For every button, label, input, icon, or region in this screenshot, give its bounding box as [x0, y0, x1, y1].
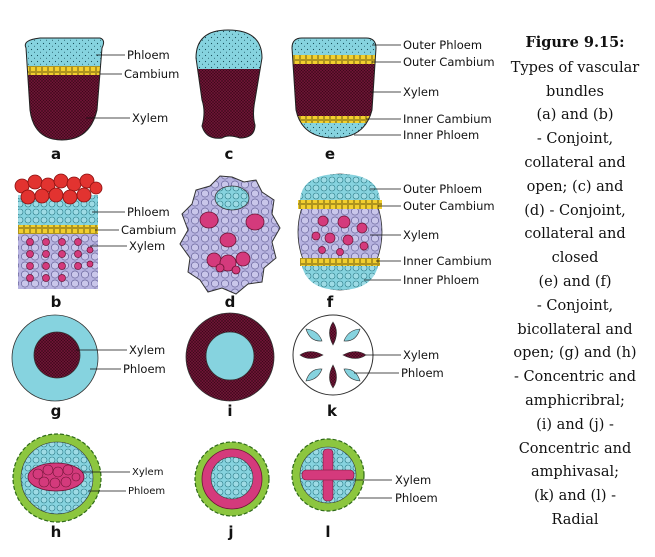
phloem-strands [305, 328, 361, 382]
inner-cambium-band [300, 258, 380, 266]
label-phloem: Phloem [127, 205, 170, 219]
label-outer-cambium: Outer Cambium [403, 55, 495, 69]
caption-line: collateral and [524, 226, 626, 243]
xylem-vessels [311, 215, 369, 256]
label-xylem: Xylem [403, 348, 439, 362]
xylem-arms [301, 448, 355, 502]
caption-title: Figure 9.15: [525, 34, 625, 51]
label-inner-phloem: Inner Phloem [403, 273, 479, 287]
caption-line: Types of vascular [510, 59, 640, 76]
caption-line: (d) - Conjoint, [524, 202, 626, 219]
label-xylem: Xylem [403, 228, 439, 242]
xylem-vessels [199, 211, 265, 275]
figure-caption: Figure 9.15: Types of vascular bundles (… [497, 31, 653, 533]
caption-line: - Conjoint, [536, 297, 614, 314]
caption-line: open; (g) and (h) [513, 345, 637, 362]
panel-a: Phloem Cambium Xylem a [24, 37, 179, 163]
label-phloem: Phloem [395, 491, 438, 505]
panel-letter: i [227, 402, 232, 420]
panel-letter: j [227, 523, 233, 541]
panel-letter: k [327, 402, 338, 420]
inner-cambium-band [292, 116, 376, 123]
label-xylem: Xylem [129, 239, 165, 253]
label-inner-cambium: Inner Cambium [403, 112, 492, 126]
caption-line: open; (c) and [526, 178, 624, 195]
outer-cambium-band [292, 55, 376, 64]
panel-letter: f [327, 293, 334, 311]
outer-phloem-region [300, 174, 380, 200]
label-cambium: Cambium [124, 67, 179, 81]
caption-line: - Conjoint, [536, 131, 614, 148]
cambium-band [25, 66, 104, 75]
panel-letter: g [51, 402, 62, 420]
panel-j: j [194, 441, 270, 541]
vascular-bundles-diagram: Phloem Cambium Xylem a c [11, 29, 495, 541]
panel-d: d [179, 175, 281, 311]
inner-phloem-region [302, 266, 378, 290]
panel-letter: b [51, 293, 62, 311]
panel-letter: c [225, 145, 234, 163]
xylem-core [33, 331, 81, 379]
caption-line: - Concentric and [513, 369, 637, 386]
phloem-core [210, 456, 254, 500]
label-phloem: Phloem [127, 48, 170, 62]
caption-line: collateral and [524, 154, 626, 171]
panel-g: Xylem Phloem g [11, 314, 166, 420]
xylem-vessels [26, 238, 94, 282]
outer-cambium-band [298, 200, 382, 209]
label-xylem: Xylem [403, 85, 439, 99]
label-outer-phloem: Outer Phloem [403, 182, 482, 196]
panel-i: i [185, 312, 275, 420]
panel-letter: a [51, 145, 61, 163]
panel-e: Outer Phloem Outer Cambium Xylem Inner C… [291, 37, 495, 163]
red-phloem-cells [14, 173, 103, 205]
label-outer-cambium: Outer Cambium [403, 199, 495, 213]
panel-h: Xylem Phloem h [12, 433, 165, 541]
panel-letter: e [325, 145, 335, 163]
label-xylem: Xylem [132, 467, 163, 478]
xylem-core [27, 462, 85, 492]
label-phloem: Phloem [401, 366, 444, 380]
caption-line: bicollateral and [517, 321, 633, 338]
caption-line: amphivasal; [530, 464, 620, 481]
caption-line: amphicribral; [525, 392, 625, 409]
label-outer-phloem: Outer Phloem [403, 38, 482, 52]
panel-letter: l [325, 523, 330, 541]
xylem-strands [299, 321, 367, 389]
caption-line: (k) and (l) - [533, 488, 617, 505]
caption-line: (i) and (j) - [536, 416, 614, 433]
panel-f: Outer Phloem Outer Cambium Xylem Inner C… [297, 173, 495, 311]
label-xylem: Xylem [129, 343, 165, 357]
label-phloem: Phloem [128, 486, 165, 497]
label-inner-cambium: Inner Cambium [403, 254, 492, 268]
caption-line: (a) and (b) [536, 107, 614, 124]
panel-k: Xylem Phloem k [292, 314, 444, 420]
cambium-band [18, 225, 98, 234]
caption-line: closed [551, 250, 599, 267]
caption-line: Radial [551, 511, 599, 528]
panel-c: c [195, 29, 263, 163]
phloem-core [205, 331, 255, 381]
caption-line: (e) and (f) [538, 273, 612, 290]
label-xylem: Xylem [132, 111, 168, 125]
caption-line: bundles [546, 83, 604, 100]
label-inner-phloem: Inner Phloem [403, 128, 479, 142]
label-xylem: Xylem [395, 473, 431, 487]
phloem-region [214, 185, 250, 211]
caption-line: Concentric and [518, 440, 632, 457]
panel-letter: d [225, 293, 236, 311]
panel-l: Xylem Phloem l [291, 438, 438, 541]
panel-letter: h [51, 523, 62, 541]
label-phloem: Phloem [123, 362, 166, 376]
panel-b: Phloem Cambium Xylem b [14, 173, 176, 311]
label-cambium: Cambium [121, 223, 176, 237]
